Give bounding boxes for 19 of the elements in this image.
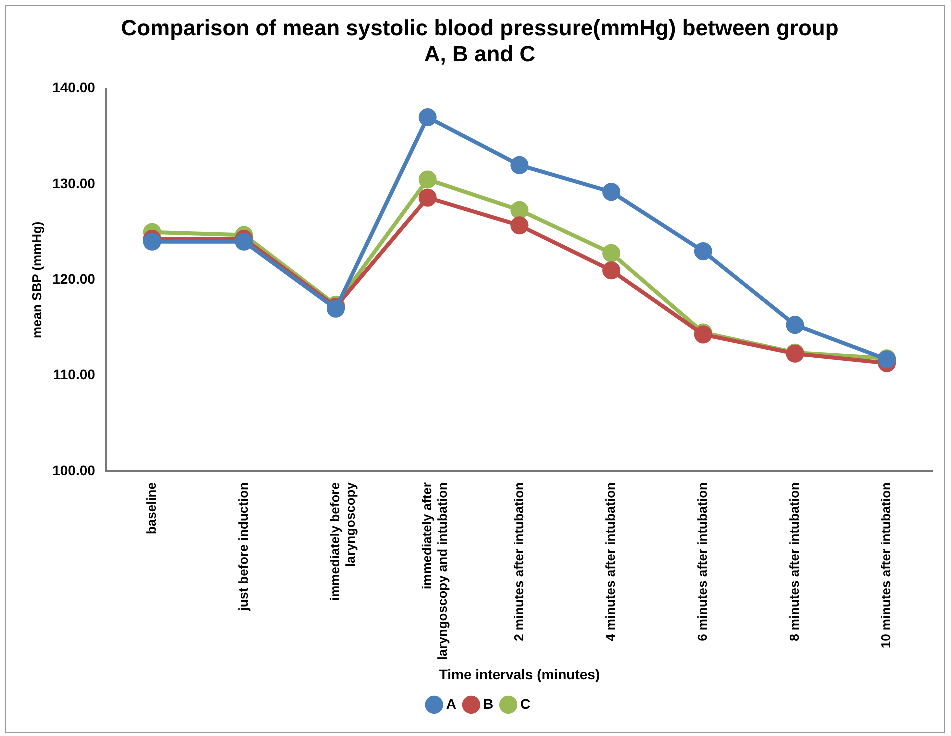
x-tick-label: 2 minutes after intubation — [511, 482, 526, 642]
x-tick-label: 6 minutes after intubation — [694, 482, 710, 642]
chart-title: Comparison of mean systolic blood pressure(mmHg) between group A, B and C — [121, 15, 839, 67]
y-tick-label: 100.00 — [52, 462, 96, 478]
y-tick-label: 140.00 — [52, 80, 96, 96]
x-tick-label: 8 minutes after intubation — [786, 482, 802, 642]
legend-label: C — [520, 696, 531, 712]
x-tick-label: 10 minutes after intubation — [878, 482, 894, 649]
x-axis-title: Time intervals (minutes) — [439, 666, 600, 682]
y-tick-label: 130.00 — [52, 175, 96, 192]
x-tick-label: just before induction — [236, 482, 251, 612]
x-tick-label: immediately before laryngoscopy — [328, 482, 358, 602]
y-tick-label: 110.00 — [53, 366, 96, 383]
legend-label: A — [446, 696, 456, 712]
y-tick-label: 120.00 — [52, 271, 96, 288]
y-axis-title: mean SBP (mmHg) — [29, 222, 44, 339]
x-tick-label: 4 minutes after intubation — [603, 482, 618, 642]
x-tick-label: baseline — [144, 482, 159, 535]
legend-label: B — [483, 696, 494, 712]
